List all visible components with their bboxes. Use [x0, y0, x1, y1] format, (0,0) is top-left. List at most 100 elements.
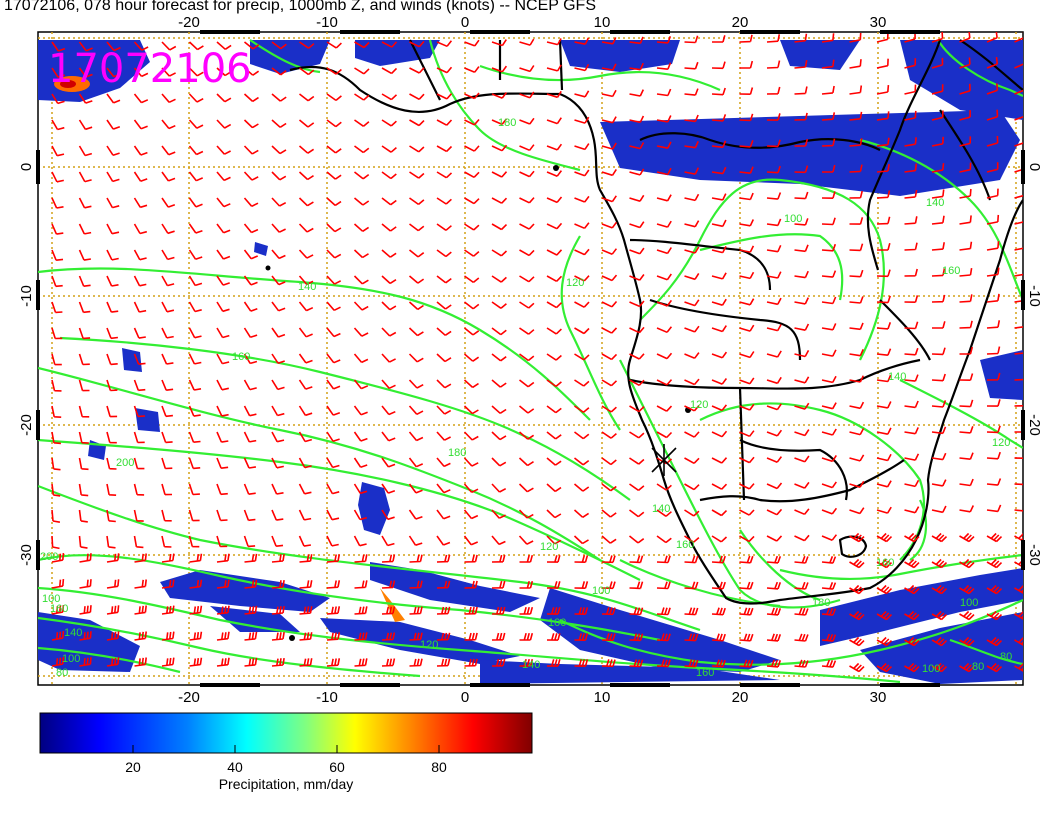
wind-barb [298, 171, 314, 181]
wind-barb [656, 167, 672, 176]
wind-barb [629, 168, 645, 176]
wind-barb [518, 509, 534, 519]
wind-barb [464, 39, 480, 47]
wind-barb [986, 532, 1003, 543]
wind-barb [161, 405, 173, 418]
wind-barb [766, 508, 783, 516]
wind-barb [794, 581, 809, 590]
wind-barb [216, 431, 229, 443]
wind-barb [904, 84, 917, 95]
wind-barb [243, 379, 257, 391]
wind-barb [849, 32, 862, 43]
wind-barb [216, 483, 228, 496]
wind-barb [959, 32, 971, 43]
wind-barb [904, 110, 917, 121]
wind-barb [51, 275, 63, 288]
wind-barb [1014, 509, 1023, 512]
wind-barb [656, 555, 671, 564]
wind-barb [381, 197, 397, 206]
wind-barb [876, 374, 892, 383]
wind-barb [78, 301, 91, 314]
wind-barb [51, 67, 65, 78]
wind-barb [216, 145, 231, 155]
wind-barb [931, 400, 947, 408]
wind-barb [821, 112, 836, 121]
wind-barb [491, 554, 506, 563]
wind-barb [134, 657, 147, 667]
wind-barb [739, 60, 754, 69]
lon-tick-top: 20 [732, 14, 749, 31]
wind-barb [684, 325, 700, 333]
wind-barb [711, 581, 726, 590]
wind-barb [876, 532, 893, 543]
wind-barb [326, 119, 342, 128]
wind-barb [601, 633, 616, 642]
wind-barb [546, 405, 562, 414]
wind-barb [78, 431, 89, 444]
wind-barb [51, 579, 65, 589]
wind-barb [876, 506, 892, 514]
wind-barb [849, 296, 864, 304]
wind-barb [51, 353, 62, 366]
wind-barb [216, 275, 230, 286]
wind-barb [216, 223, 231, 234]
wind-barb [299, 67, 315, 76]
wind-barb [546, 38, 562, 46]
wind-barb [271, 657, 285, 667]
wind-barb [849, 480, 865, 488]
wind-barb [959, 320, 973, 329]
wind-barb [684, 555, 699, 564]
wind-barb [656, 659, 671, 668]
wind-barb [271, 353, 285, 364]
wind-barb [51, 657, 65, 667]
wind-barb [326, 658, 341, 667]
wind-barb [326, 431, 340, 442]
wind-barb [629, 607, 644, 616]
wind-barb [904, 427, 919, 435]
wind-barb [546, 196, 563, 204]
wind-barb [986, 188, 999, 199]
wind-barb [684, 581, 699, 590]
wind-barb [244, 657, 258, 667]
colorbar-tick-label: 20 [125, 759, 141, 775]
wind-barb [326, 632, 341, 641]
lat-tick-right: -30 [1026, 544, 1043, 566]
wind-barb [739, 271, 755, 280]
wind-barb [106, 119, 121, 130]
wind-barb [381, 119, 397, 127]
wind-barb [408, 483, 423, 494]
wind-barb [739, 555, 754, 564]
wind-barb [299, 658, 313, 667]
wind-barb [381, 457, 396, 468]
wind-barb [574, 143, 590, 151]
wind-barb [629, 300, 645, 308]
wind-barb [794, 138, 809, 147]
wind-barb [326, 483, 340, 495]
wind-barb [298, 483, 312, 495]
wind-barb [353, 249, 369, 259]
wind-barb [849, 348, 864, 357]
wind-barb [381, 93, 398, 101]
wind-barb [106, 171, 120, 183]
wind-barb [739, 456, 755, 464]
wind-barb [766, 581, 782, 590]
wind-barb [821, 323, 837, 331]
wind-barb [794, 59, 808, 69]
wind-barb [684, 272, 700, 281]
wind-barb [244, 605, 258, 615]
wind-barb [794, 112, 808, 121]
wind-barb [436, 457, 451, 468]
wind-barb [161, 631, 175, 641]
wind-barb [161, 93, 176, 104]
wind-barb [876, 58, 889, 69]
wind-barb [904, 400, 919, 409]
wind-barb [849, 558, 865, 569]
wind-barb [711, 61, 726, 70]
wind-barb [51, 431, 61, 445]
wind-barb [133, 41, 149, 51]
wind-barb [436, 483, 451, 494]
wind-barb [409, 171, 425, 179]
wind-barb [931, 32, 944, 43]
wind-barb [904, 242, 918, 251]
wind-barb [79, 553, 92, 563]
